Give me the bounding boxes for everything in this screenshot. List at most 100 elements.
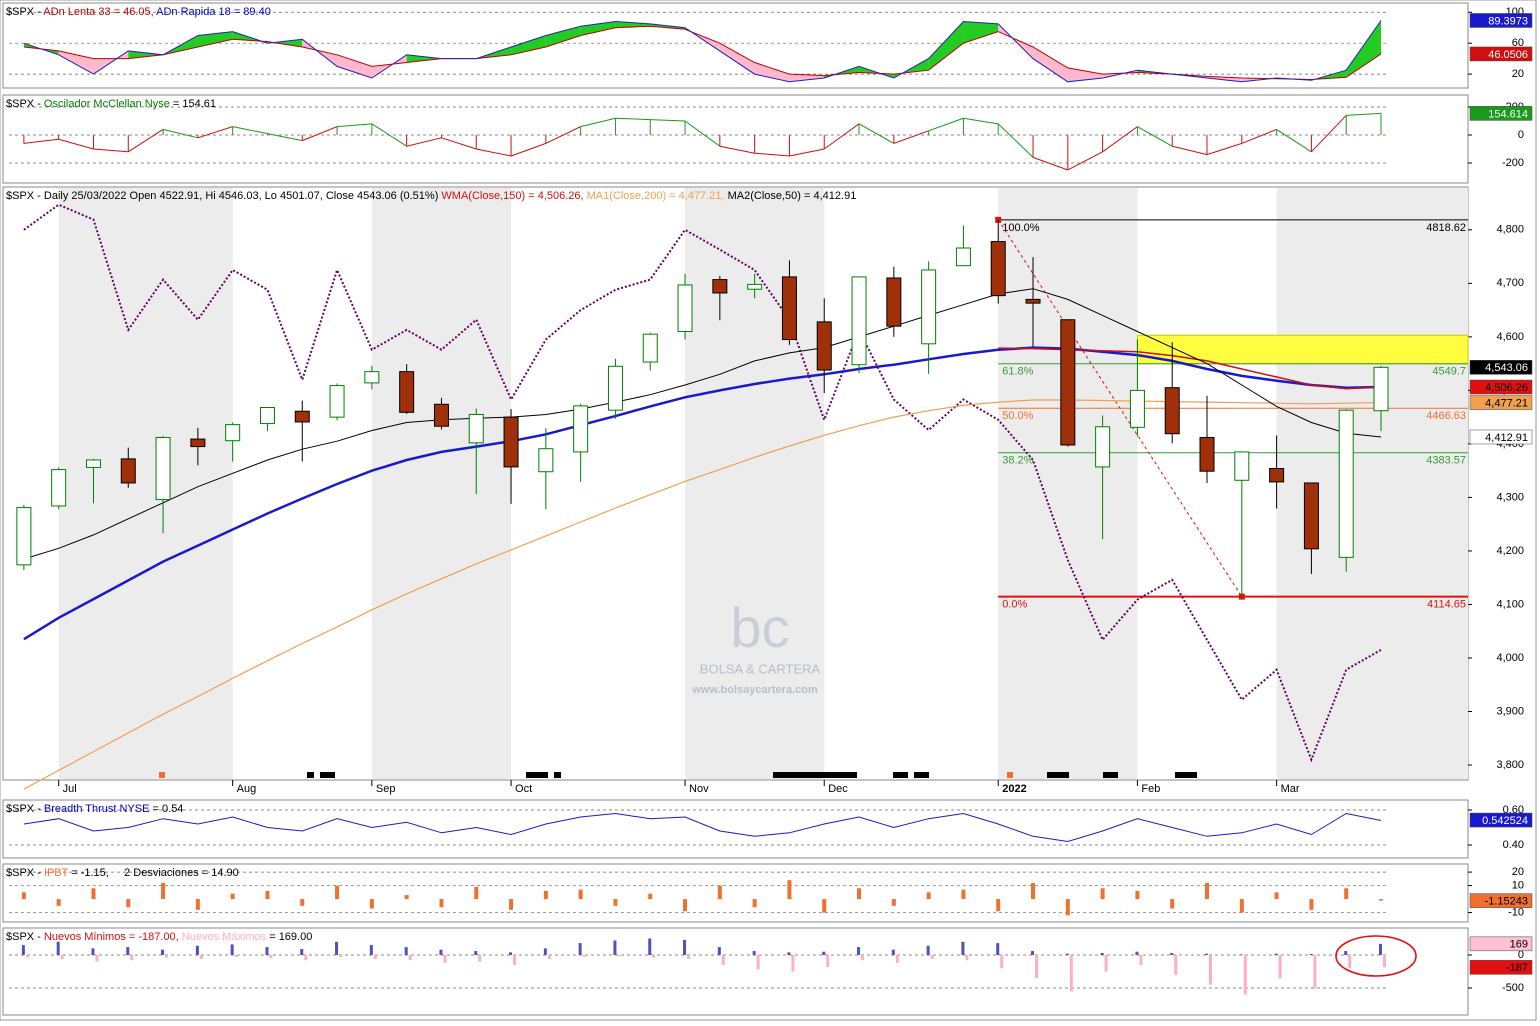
bar (25, 954, 29, 958)
fib-value: 4549.7 (1432, 366, 1466, 378)
panel-title: $SPX - Oscilador McClellan Nyse = 154.61 (6, 98, 216, 110)
osc-segment (441, 137, 477, 150)
candle-body (1025, 298, 1041, 304)
panel (2, 94, 1469, 184)
event-marker (893, 772, 908, 778)
bar (965, 954, 969, 961)
bar (547, 954, 551, 959)
spread-fill (928, 21, 964, 71)
bar (926, 945, 930, 955)
candle-body (259, 407, 275, 425)
bar (1379, 899, 1384, 901)
osc-segment (232, 126, 268, 135)
osc-segment (93, 148, 129, 153)
candle-body (990, 241, 1006, 297)
last-value-label: 4,543.06 (1485, 362, 1528, 374)
spread-fill (128, 50, 164, 59)
bar (126, 947, 130, 955)
osc-segment (719, 145, 755, 154)
candle-body (573, 405, 589, 453)
x-tick-label: Jul (63, 783, 77, 795)
candle-body (747, 283, 763, 290)
candle-body (642, 333, 658, 363)
bar (1274, 953, 1278, 955)
bar (474, 886, 479, 900)
bar (930, 954, 934, 959)
bar (1139, 954, 1143, 965)
last-value-label: -187 (1506, 962, 1528, 974)
osc-segment (1276, 128, 1312, 153)
bar (335, 941, 339, 955)
bar (1065, 899, 1070, 916)
bar (543, 890, 548, 900)
osc-segment (893, 130, 929, 144)
bar (21, 945, 25, 955)
panel-title: $SPX - IPBT = -1.15, 2 Desviaciones = 14… (6, 867, 239, 879)
spread-fill (197, 31, 233, 48)
bar (613, 899, 618, 906)
bar (1135, 890, 1140, 900)
spread-fill (1346, 20, 1382, 78)
bar (1205, 953, 1209, 955)
bar (95, 954, 99, 962)
x-tick-label: Nov (689, 783, 709, 795)
osc-segment (371, 123, 407, 147)
candle-body (155, 436, 171, 501)
bar (1239, 954, 1243, 955)
bar (408, 954, 412, 961)
spread-fill (580, 21, 616, 36)
bar (1170, 953, 1174, 955)
y-tick-label: 20 (1512, 68, 1524, 80)
bar (1309, 954, 1313, 955)
candle-body (1129, 389, 1145, 428)
bar (578, 889, 583, 900)
title-part: $SPX - (6, 867, 44, 879)
bar (509, 899, 514, 910)
watermark-name: BOLSA & CARTERA (700, 661, 821, 676)
bar (752, 899, 757, 908)
osc-segment (615, 117, 651, 121)
bar (578, 943, 582, 955)
candle-body (294, 410, 310, 423)
osc-segment (58, 138, 94, 150)
panel (2, 927, 1469, 1016)
last-value-label: 0.542524 (1482, 815, 1528, 827)
bar (509, 952, 513, 955)
bar (791, 954, 795, 972)
last-value-label: -1.15243 (1485, 896, 1528, 908)
y-tick-label: 4,600 (1496, 331, 1524, 343)
last-value-box (1469, 960, 1533, 975)
x-tick-label: Mar (1281, 783, 1300, 795)
panel-title: $SPX - ADn Lenta 33 = 46.05, ADn Rapida … (6, 6, 271, 18)
osc-segment (1241, 128, 1277, 144)
bar (91, 948, 95, 955)
candle-body (364, 371, 380, 384)
osc-segment (684, 120, 721, 147)
fib-label: 100.0% (1002, 222, 1040, 234)
bar (787, 880, 792, 900)
bar (717, 947, 721, 955)
panel-title: $SPX - Daily 25/03/2022 Open 4522.91, Hi… (6, 190, 856, 202)
x-tick-label: Dec (828, 783, 848, 795)
fib-value: 4466.63 (1426, 410, 1466, 422)
bar (822, 899, 827, 913)
month-band (998, 188, 1138, 779)
bar (165, 954, 169, 958)
bar (443, 954, 447, 963)
last-value-box (1469, 106, 1533, 121)
spread-fill (789, 74, 825, 82)
watermark: bc BOLSA & CARTERA www.bolsaycartera.com (691, 596, 820, 696)
bar (683, 899, 688, 912)
y-tick-label: 4,800 (1496, 224, 1524, 236)
spread-fill (1033, 47, 1068, 82)
last-value-label: 4,477.21 (1485, 397, 1528, 409)
event-marker (307, 772, 314, 778)
last-value-box (1469, 379, 1533, 395)
candle-body (1269, 468, 1285, 483)
event-marker (1175, 772, 1197, 778)
bar (1243, 954, 1247, 995)
event-marker (554, 772, 561, 778)
x-tick-label: Oct (515, 783, 532, 795)
title-part: WMA(Close,150) = 4,506.26, (441, 190, 586, 202)
bar (961, 941, 965, 955)
